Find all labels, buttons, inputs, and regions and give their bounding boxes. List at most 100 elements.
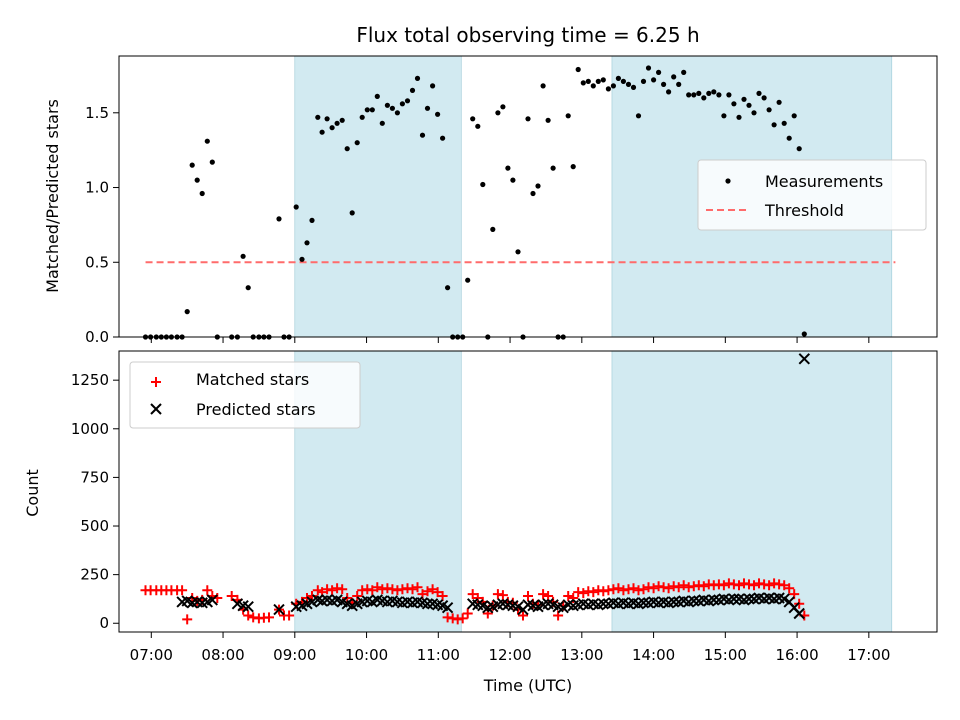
measurement-point — [475, 123, 481, 129]
measurement-point — [184, 309, 190, 315]
measurement-point — [605, 86, 612, 92]
measurement-point — [766, 107, 772, 113]
measurement-point — [535, 183, 541, 189]
predicted-point — [798, 353, 811, 365]
x-tick-label: 10:00 — [345, 646, 388, 664]
bottom-y-tick-label: 1250 — [71, 371, 109, 389]
predicted-point — [728, 593, 740, 605]
measurement-point — [293, 204, 299, 210]
measurement-point — [329, 125, 335, 131]
matched-point — [284, 610, 295, 621]
measurement-point — [399, 101, 405, 107]
measurement-point — [736, 114, 742, 120]
matched-point — [638, 584, 649, 595]
legend-measurements-marker — [725, 178, 731, 184]
measurement-point — [199, 190, 205, 197]
legend-measurements-label: Measurements — [765, 172, 883, 191]
measurement-point — [319, 129, 325, 135]
measurement-point — [681, 69, 687, 75]
x-tick-label: 07:00 — [130, 646, 173, 664]
matched-point — [352, 591, 363, 601]
x-axis-label: Time (UTC) — [483, 676, 572, 695]
matched-point — [718, 580, 729, 591]
measurement-point — [445, 285, 451, 291]
matched-point — [518, 610, 528, 621]
measurement-point — [404, 98, 411, 104]
measurement-point — [721, 113, 727, 119]
x-tick-label: 16:00 — [775, 646, 818, 664]
predicted-point — [637, 597, 650, 609]
measurement-point — [394, 110, 400, 116]
top-plot-frame — [118, 55, 938, 338]
measurement-point — [761, 95, 767, 101]
measurement-point — [701, 95, 707, 101]
measurement-point — [209, 159, 215, 165]
matched-point — [182, 614, 193, 625]
matched-point — [734, 580, 744, 591]
matched-point — [327, 585, 338, 596]
predicted-point — [667, 596, 680, 608]
measurement-point — [465, 277, 471, 283]
measurement-point — [379, 120, 385, 126]
measurement-point — [525, 116, 531, 122]
measurement-point — [696, 90, 702, 96]
measurement-point — [656, 69, 662, 75]
measurement-point — [686, 92, 692, 98]
measurement-point — [334, 120, 340, 126]
matched-point — [243, 610, 254, 621]
bottom-y-tick-label: 250 — [80, 566, 109, 584]
measurement-point — [245, 285, 251, 291]
bottom-x-axis: 07:00 08:00 09:00 10:00 11:00 12:00 13:00 14:00… — [130, 632, 890, 664]
measurement-point — [424, 105, 431, 111]
measurement-point — [625, 81, 632, 87]
measurement-point — [389, 105, 395, 111]
top-y-tick-label: 1.5 — [85, 104, 109, 122]
top-y-tick-label: 0.0 — [85, 328, 109, 346]
matched-point — [673, 582, 684, 593]
measurement-point — [751, 110, 757, 116]
predicted-point — [421, 598, 434, 610]
top-y-axis-label: Matched/Predicted stars — [43, 99, 62, 293]
measurement-point — [575, 66, 581, 73]
predicted-stars-series — [176, 353, 811, 620]
measurement-point — [354, 140, 360, 146]
measurement-point — [500, 104, 506, 110]
top-y-axis: 0.0 0.5 1.0 1.5 — [85, 104, 119, 346]
measurement-point — [505, 165, 511, 171]
top-y-tick-label: 1.0 — [85, 179, 109, 197]
measurement-point — [359, 114, 365, 120]
x-tick-label: 14:00 — [632, 646, 675, 664]
matched-point — [467, 589, 478, 600]
legend-predicted-marker — [150, 403, 162, 415]
measurement-point — [741, 96, 747, 102]
top-y-tick-label: 0.5 — [85, 253, 109, 271]
measurement-point — [630, 84, 637, 90]
measurement-point — [691, 92, 697, 98]
matched-point — [422, 586, 433, 597]
predicted-point — [743, 593, 755, 605]
measurement-point — [610, 83, 617, 89]
matched-point — [578, 588, 589, 599]
predicted-point — [793, 607, 805, 620]
matched-point — [412, 582, 423, 593]
measurement-point — [595, 78, 601, 84]
measurement-point — [716, 92, 722, 98]
measurement-point — [369, 107, 375, 113]
top-legend-box — [697, 159, 927, 231]
matched-point — [462, 608, 473, 619]
matched-point — [538, 589, 549, 600]
bottom-y-tick-label: 0 — [99, 614, 109, 632]
measurement-point — [645, 65, 652, 71]
top-x-ticks — [150, 337, 870, 343]
measurement-point — [661, 81, 667, 87]
matched-point — [497, 590, 508, 601]
measurement-point — [364, 107, 370, 113]
measurement-point — [374, 93, 380, 99]
measurement-point — [315, 114, 321, 120]
measurement-point — [495, 110, 501, 116]
top-panel: 0.0 0.5 1.0 1.5 Matched/Predicted stars Mea… — [43, 55, 938, 346]
matched-point — [563, 591, 574, 601]
legend-threshold-label: Threshold — [764, 201, 844, 220]
bottom-y-tick-label: 1000 — [71, 420, 109, 438]
